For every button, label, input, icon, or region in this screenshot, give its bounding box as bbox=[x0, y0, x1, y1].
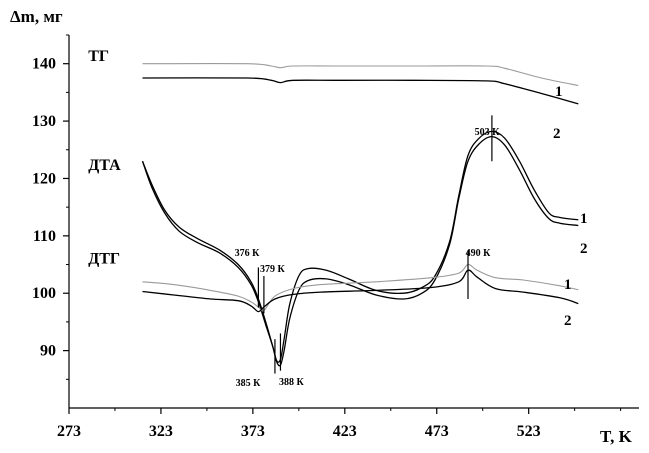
series-end-label: 2 bbox=[553, 126, 561, 142]
series-end-label: 2 bbox=[564, 313, 572, 329]
y-tick-label: 110 bbox=[33, 228, 56, 245]
x-axis-title: T, K bbox=[600, 427, 633, 446]
x-tick-label: 373 bbox=[241, 423, 265, 440]
curve-group-label: ДТА bbox=[88, 157, 121, 174]
y-tick-label: 90 bbox=[40, 343, 56, 360]
x-tick-label: 273 bbox=[57, 423, 81, 440]
annotation-label: 490 К bbox=[466, 248, 492, 259]
y-axis-title: Δm, мг bbox=[10, 7, 63, 26]
annotation-label: 385 К bbox=[236, 378, 262, 389]
annotation-label: 388 К bbox=[279, 377, 305, 388]
curve-group-label: ДТГ bbox=[88, 251, 120, 268]
annotation-layer: 376 К 379 К 385 К 388 К 490 К 503 К bbox=[235, 115, 501, 389]
y-tick-label: 100 bbox=[32, 285, 56, 302]
series-layer bbox=[141, 62, 579, 367]
annotation-label: 379 К bbox=[260, 264, 286, 275]
label-layer: ТГ ДТА ДТГ 1 2 1 2 1 2 bbox=[88, 48, 587, 329]
series-line-dtg-1 bbox=[142, 263, 579, 312]
series-line-dta-2 bbox=[141, 135, 579, 367]
y-tick-label: 130 bbox=[32, 113, 56, 130]
series-line-dtg-2 bbox=[142, 269, 579, 313]
x-tick-label: 423 bbox=[333, 423, 357, 440]
series-end-label: 1 bbox=[555, 84, 563, 100]
series-end-label: 2 bbox=[580, 241, 588, 257]
y-tick-label: 120 bbox=[32, 170, 56, 187]
ticks-layer: 90 100 110 120 130 140 273 323 373 423 473 523 bbox=[32, 34, 622, 440]
curve-group-label: ТГ bbox=[88, 48, 109, 65]
series-end-label: 1 bbox=[580, 211, 588, 227]
annotation-label: 503 К bbox=[475, 127, 501, 138]
series-line-tg-1 bbox=[142, 62, 579, 87]
x-tick-label: 523 bbox=[517, 423, 541, 440]
series-line-dta-1 bbox=[141, 130, 579, 363]
y-tick-label: 140 bbox=[32, 56, 56, 73]
x-tick-label: 323 bbox=[149, 423, 173, 440]
annotation-label: 376 К bbox=[235, 248, 261, 259]
x-tick-label: 473 bbox=[425, 423, 449, 440]
series-line-tg-2 bbox=[142, 77, 579, 105]
series-end-label: 1 bbox=[564, 277, 572, 293]
